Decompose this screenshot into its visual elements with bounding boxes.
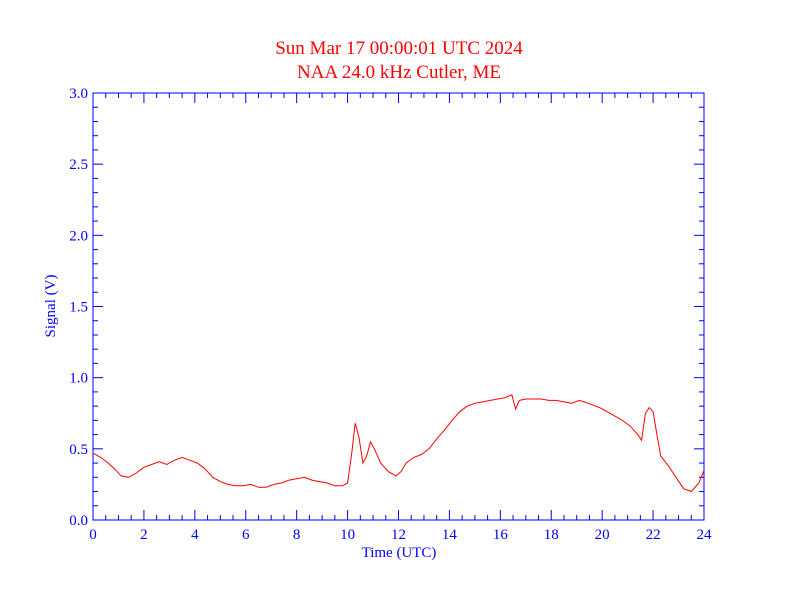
x-tick-label: 10 — [340, 527, 355, 543]
x-tick-label: 6 — [242, 527, 250, 543]
x-axis-label: Time (UTC) — [362, 545, 437, 561]
y-tick-label: 2.5 — [69, 157, 88, 173]
axis-tick-labels: 0 2 4 6 8 10 12 14 16 18 20 22 240.00.51.01.52.02.53… — [69, 86, 712, 543]
x-tick-label: 12 — [391, 527, 406, 543]
y-tick-label: 0.0 — [69, 513, 88, 529]
x-tick-label: 8 — [293, 527, 301, 543]
y-tick-label: 1.0 — [69, 371, 88, 387]
chart-subtitle: NAA 24.0 kHz Cutler, ME — [297, 62, 501, 83]
x-tick-label: 18 — [544, 527, 559, 543]
y-tick-label: 1.5 — [69, 300, 88, 316]
x-tick-label: 14 — [442, 527, 458, 543]
y-tick-label: 0.5 — [69, 442, 88, 458]
x-tick-label: 16 — [493, 527, 509, 543]
x-tick-label: 24 — [697, 527, 713, 543]
plot-frame — [92, 92, 705, 521]
y-tick-label: 3.0 — [69, 86, 88, 102]
x-tick-label: 22 — [646, 527, 661, 543]
axis-ticks — [92, 92, 705, 521]
x-tick-label: 0 — [89, 527, 97, 543]
chart-title: Sun Mar 17 00:00:01 UTC 2024 — [275, 38, 523, 59]
x-tick-label: 4 — [191, 527, 199, 543]
signal-series-line — [92, 394, 705, 493]
y-tick-label: 2.0 — [69, 228, 88, 244]
x-tick-label: 2 — [140, 527, 148, 543]
x-tick-label: 20 — [595, 527, 610, 543]
y-axis-label: Signal (V) — [43, 275, 59, 338]
